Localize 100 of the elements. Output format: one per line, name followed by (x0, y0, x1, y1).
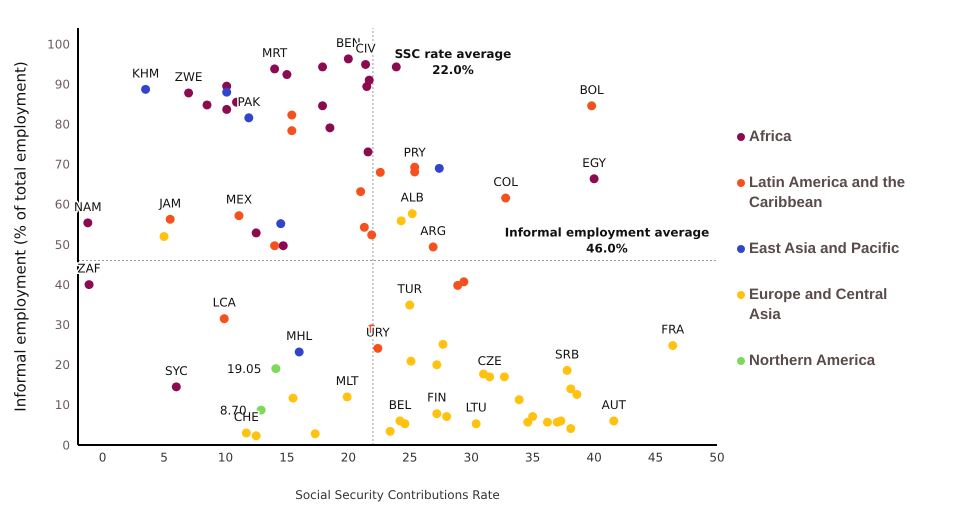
point (220, 314, 229, 324)
x-tick-label: 10 (218, 450, 234, 465)
point (282, 70, 292, 80)
point (318, 62, 328, 72)
x-axis-title: Social Security Contributions Rate (295, 488, 500, 502)
point (356, 187, 366, 196)
annotation: FRA (661, 322, 686, 337)
annotation: URY (366, 325, 390, 340)
annotation: MLT (336, 374, 360, 388)
point (172, 382, 181, 392)
point (590, 174, 599, 184)
point (434, 164, 444, 173)
annotation: AUT (602, 398, 627, 412)
point (222, 88, 232, 97)
legend-label: Africa (749, 126, 793, 146)
point (572, 390, 582, 399)
legend-label: Latin America and the Caribbean (749, 172, 906, 212)
point (278, 241, 288, 250)
annotation: TUR (396, 282, 422, 296)
annotation: ALB (400, 190, 424, 205)
point (202, 100, 212, 110)
legend-label: Europe and Central Asia (749, 284, 888, 324)
x-tick-label: 20 (340, 450, 356, 465)
point (668, 341, 678, 350)
point (523, 418, 532, 427)
annotation: MHL (286, 328, 313, 343)
point (566, 384, 576, 394)
x-tick-label: 30 (464, 450, 479, 465)
point (222, 104, 232, 114)
point (514, 395, 524, 404)
point (442, 412, 452, 422)
point (432, 360, 442, 370)
point (84, 280, 94, 290)
point (276, 219, 286, 228)
point (386, 426, 395, 436)
y-tick-label: 50 (54, 238, 70, 252)
point (396, 216, 406, 226)
x-tick-label: 0 (98, 450, 106, 465)
point (344, 54, 353, 64)
annotation: ARG (420, 224, 446, 238)
x-tick-label: 35 (525, 450, 540, 465)
point (459, 277, 468, 286)
point (234, 211, 244, 220)
point (360, 222, 369, 232)
point (432, 409, 442, 418)
annotation: EGY (582, 156, 607, 170)
point (400, 419, 410, 428)
y-axis-title: Informal employment (% of total employment) (11, 61, 30, 412)
annotation: MRT (262, 46, 288, 60)
x-tick-label: 40 (586, 450, 602, 465)
y-tick-label: 0 (62, 438, 70, 452)
point (166, 214, 175, 224)
annotation: BEL (388, 398, 412, 412)
y-tick-label: 70 (54, 158, 70, 172)
point (252, 228, 261, 238)
point (287, 126, 296, 136)
point (363, 147, 373, 156)
legend-label: Northern America (749, 350, 876, 370)
point (542, 418, 552, 427)
annotation: LCA (212, 296, 237, 310)
point (160, 232, 169, 242)
point (408, 209, 417, 218)
point (242, 428, 251, 438)
point (310, 429, 320, 438)
y-tick-label: 40 (54, 278, 70, 292)
point (294, 347, 304, 356)
point (528, 412, 538, 422)
point (141, 84, 150, 94)
point (287, 110, 296, 120)
annotation: SRB (554, 347, 580, 362)
y-tick-label: 100 (47, 37, 70, 52)
y-tick-label: 80 (54, 117, 70, 132)
annotation: CZE (478, 354, 502, 368)
annotation: LTU (466, 400, 487, 415)
annotation: JAM (158, 196, 182, 210)
x-tick-label: 45 (648, 450, 664, 465)
annotation: ZWE (174, 70, 202, 84)
annotation: FIN (427, 390, 447, 405)
point (472, 419, 481, 428)
annotation: BOL (580, 82, 604, 97)
point (325, 123, 334, 132)
point (83, 218, 92, 228)
point (342, 392, 352, 402)
x-tick-label: 15 (279, 450, 295, 465)
annotation: KHM (132, 66, 160, 80)
point (438, 340, 448, 349)
point (318, 101, 328, 110)
data-label: 19.05 (226, 362, 262, 376)
point (485, 372, 494, 382)
annotation: SYC (164, 364, 188, 378)
point (362, 82, 372, 92)
point (270, 241, 280, 250)
ref-line-label: Informal employment average 46.0% (504, 226, 710, 256)
annotation: COL (493, 175, 518, 190)
y-tick-label: 20 (54, 358, 70, 372)
point (500, 372, 509, 382)
point (271, 364, 280, 374)
point (373, 344, 382, 353)
y-tick-label: 90 (54, 77, 70, 92)
point (406, 356, 416, 366)
